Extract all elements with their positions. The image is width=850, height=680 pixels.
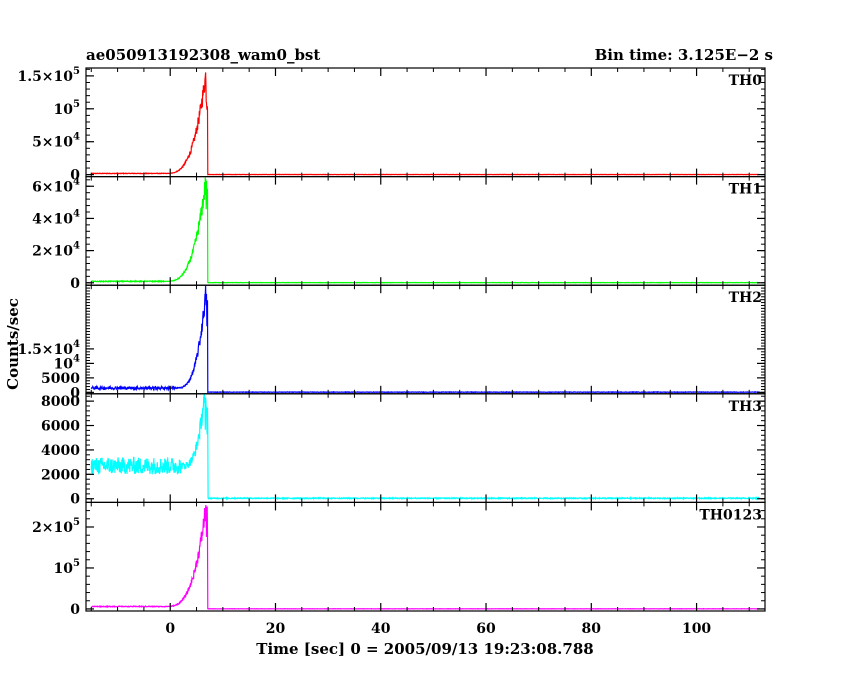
- x-axis-label: Time [sec] 0 = 2005/09/13 19:23:08.788: [256, 640, 593, 658]
- y-tick-label: 4×104: [32, 208, 80, 227]
- series-line-th3: [90, 393, 760, 501]
- y-tick-label: 0: [70, 492, 80, 508]
- series-line-th2: [90, 285, 760, 394]
- panel-frame: [85, 176, 766, 286]
- panel-frame: [85, 393, 766, 503]
- y-tick-label: 8000: [41, 394, 80, 410]
- series-line-th0123: [90, 505, 760, 610]
- panel-label: TH2: [729, 290, 762, 306]
- y-tick-label: 6000: [41, 419, 80, 435]
- panel-th1: TH1 0 2×104 4×104 6×104: [32, 176, 766, 292]
- y-tick-label: 0: [70, 602, 80, 618]
- panel-label: TH0123: [699, 507, 762, 523]
- x-tick-label: 20: [266, 621, 286, 637]
- x-tick-label: 0: [165, 621, 175, 637]
- y-tick-label: 0: [70, 276, 80, 292]
- y-tick-label: 4000: [41, 443, 80, 459]
- y-tick-label: 2000: [41, 467, 80, 483]
- x-tick-label: 80: [582, 621, 602, 637]
- y-tick-label: 2×105: [32, 517, 80, 536]
- y-tick-label: 1.5×104: [17, 339, 80, 358]
- panels: TH005×1041051.5×105TH102×1044×1046×104TH…: [17, 66, 766, 618]
- panel-frame: [85, 67, 766, 178]
- y-tick-label: 5000: [41, 371, 80, 387]
- y-tick-label: 105: [54, 99, 80, 118]
- series-line-th1: [91, 176, 760, 284]
- panel-frame: [85, 284, 766, 395]
- x-tick-label: 60: [476, 621, 496, 637]
- y-tick-label: 0: [70, 385, 80, 401]
- y-tick-label: 0: [70, 168, 80, 184]
- x-tick-label: 40: [371, 621, 391, 637]
- panel-th0123: TH0123 0 105 2×105: [32, 501, 766, 618]
- y-tick-label: 2×104: [32, 241, 80, 260]
- x-axis: 0 20 40 60 80 100: [165, 621, 711, 637]
- panel-th0: TH0 0 5×104 105 1.5×105: [17, 66, 766, 184]
- series-line-th0: [91, 72, 760, 176]
- y-axis-label: Counts/sec: [4, 298, 22, 390]
- panel-label: TH1: [729, 182, 762, 198]
- panel-label: TH0: [729, 73, 763, 89]
- panel-th3: TH3 0 2000 4000 6000 8000: [41, 393, 766, 508]
- bin-time-label: Bin time: 3.125E−2 s: [595, 46, 773, 64]
- y-tick-label: 6×104: [32, 176, 80, 195]
- chart-title: ae050913192308_wam0_bst: [86, 46, 320, 64]
- y-tick-label: 5×104: [32, 132, 80, 151]
- y-tick-label: 105: [54, 558, 80, 577]
- y-tick-label: 1.5×105: [17, 66, 80, 85]
- panel-label: TH3: [729, 399, 762, 415]
- x-tick-label: 100: [682, 621, 711, 637]
- panel-frame: [85, 501, 766, 612]
